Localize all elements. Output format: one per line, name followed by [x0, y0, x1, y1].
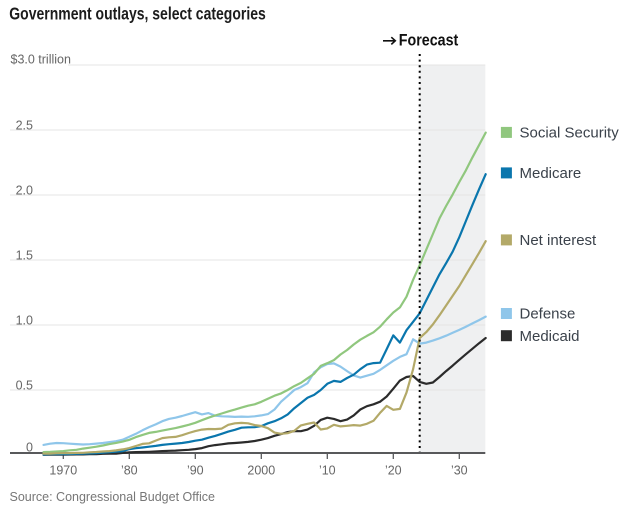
svg-text:2.0: 2.0 — [16, 184, 33, 198]
svg-text:’30: ’30 — [451, 463, 468, 477]
svg-text:1.5: 1.5 — [16, 249, 33, 263]
svg-text:1970: 1970 — [49, 463, 77, 477]
svg-text:Social Security: Social Security — [520, 125, 620, 142]
svg-text:2.5: 2.5 — [16, 119, 33, 133]
svg-text:2000: 2000 — [247, 463, 275, 477]
svg-text:1.0: 1.0 — [16, 314, 33, 328]
svg-text:Medicare: Medicare — [520, 165, 582, 182]
svg-text:Source: Congressional Budget O: Source: Congressional Budget Office — [10, 490, 215, 504]
svg-text:Forecast: Forecast — [399, 32, 459, 50]
svg-text:’20: ’20 — [385, 463, 402, 477]
svg-text:0.5: 0.5 — [16, 379, 33, 393]
svg-text:0: 0 — [26, 441, 33, 455]
svg-text:Medicaid: Medicaid — [520, 328, 580, 345]
svg-text:Net interest: Net interest — [520, 232, 598, 249]
svg-text:’90: ’90 — [187, 463, 204, 477]
svg-text:Government outlays, select cat: Government outlays, select categories — [9, 5, 266, 24]
svg-text:$3.0 trillion: $3.0 trillion — [11, 53, 71, 67]
svg-text:’80: ’80 — [121, 463, 138, 477]
svg-text:’10: ’10 — [319, 463, 336, 477]
svg-text:Defense: Defense — [520, 306, 576, 323]
